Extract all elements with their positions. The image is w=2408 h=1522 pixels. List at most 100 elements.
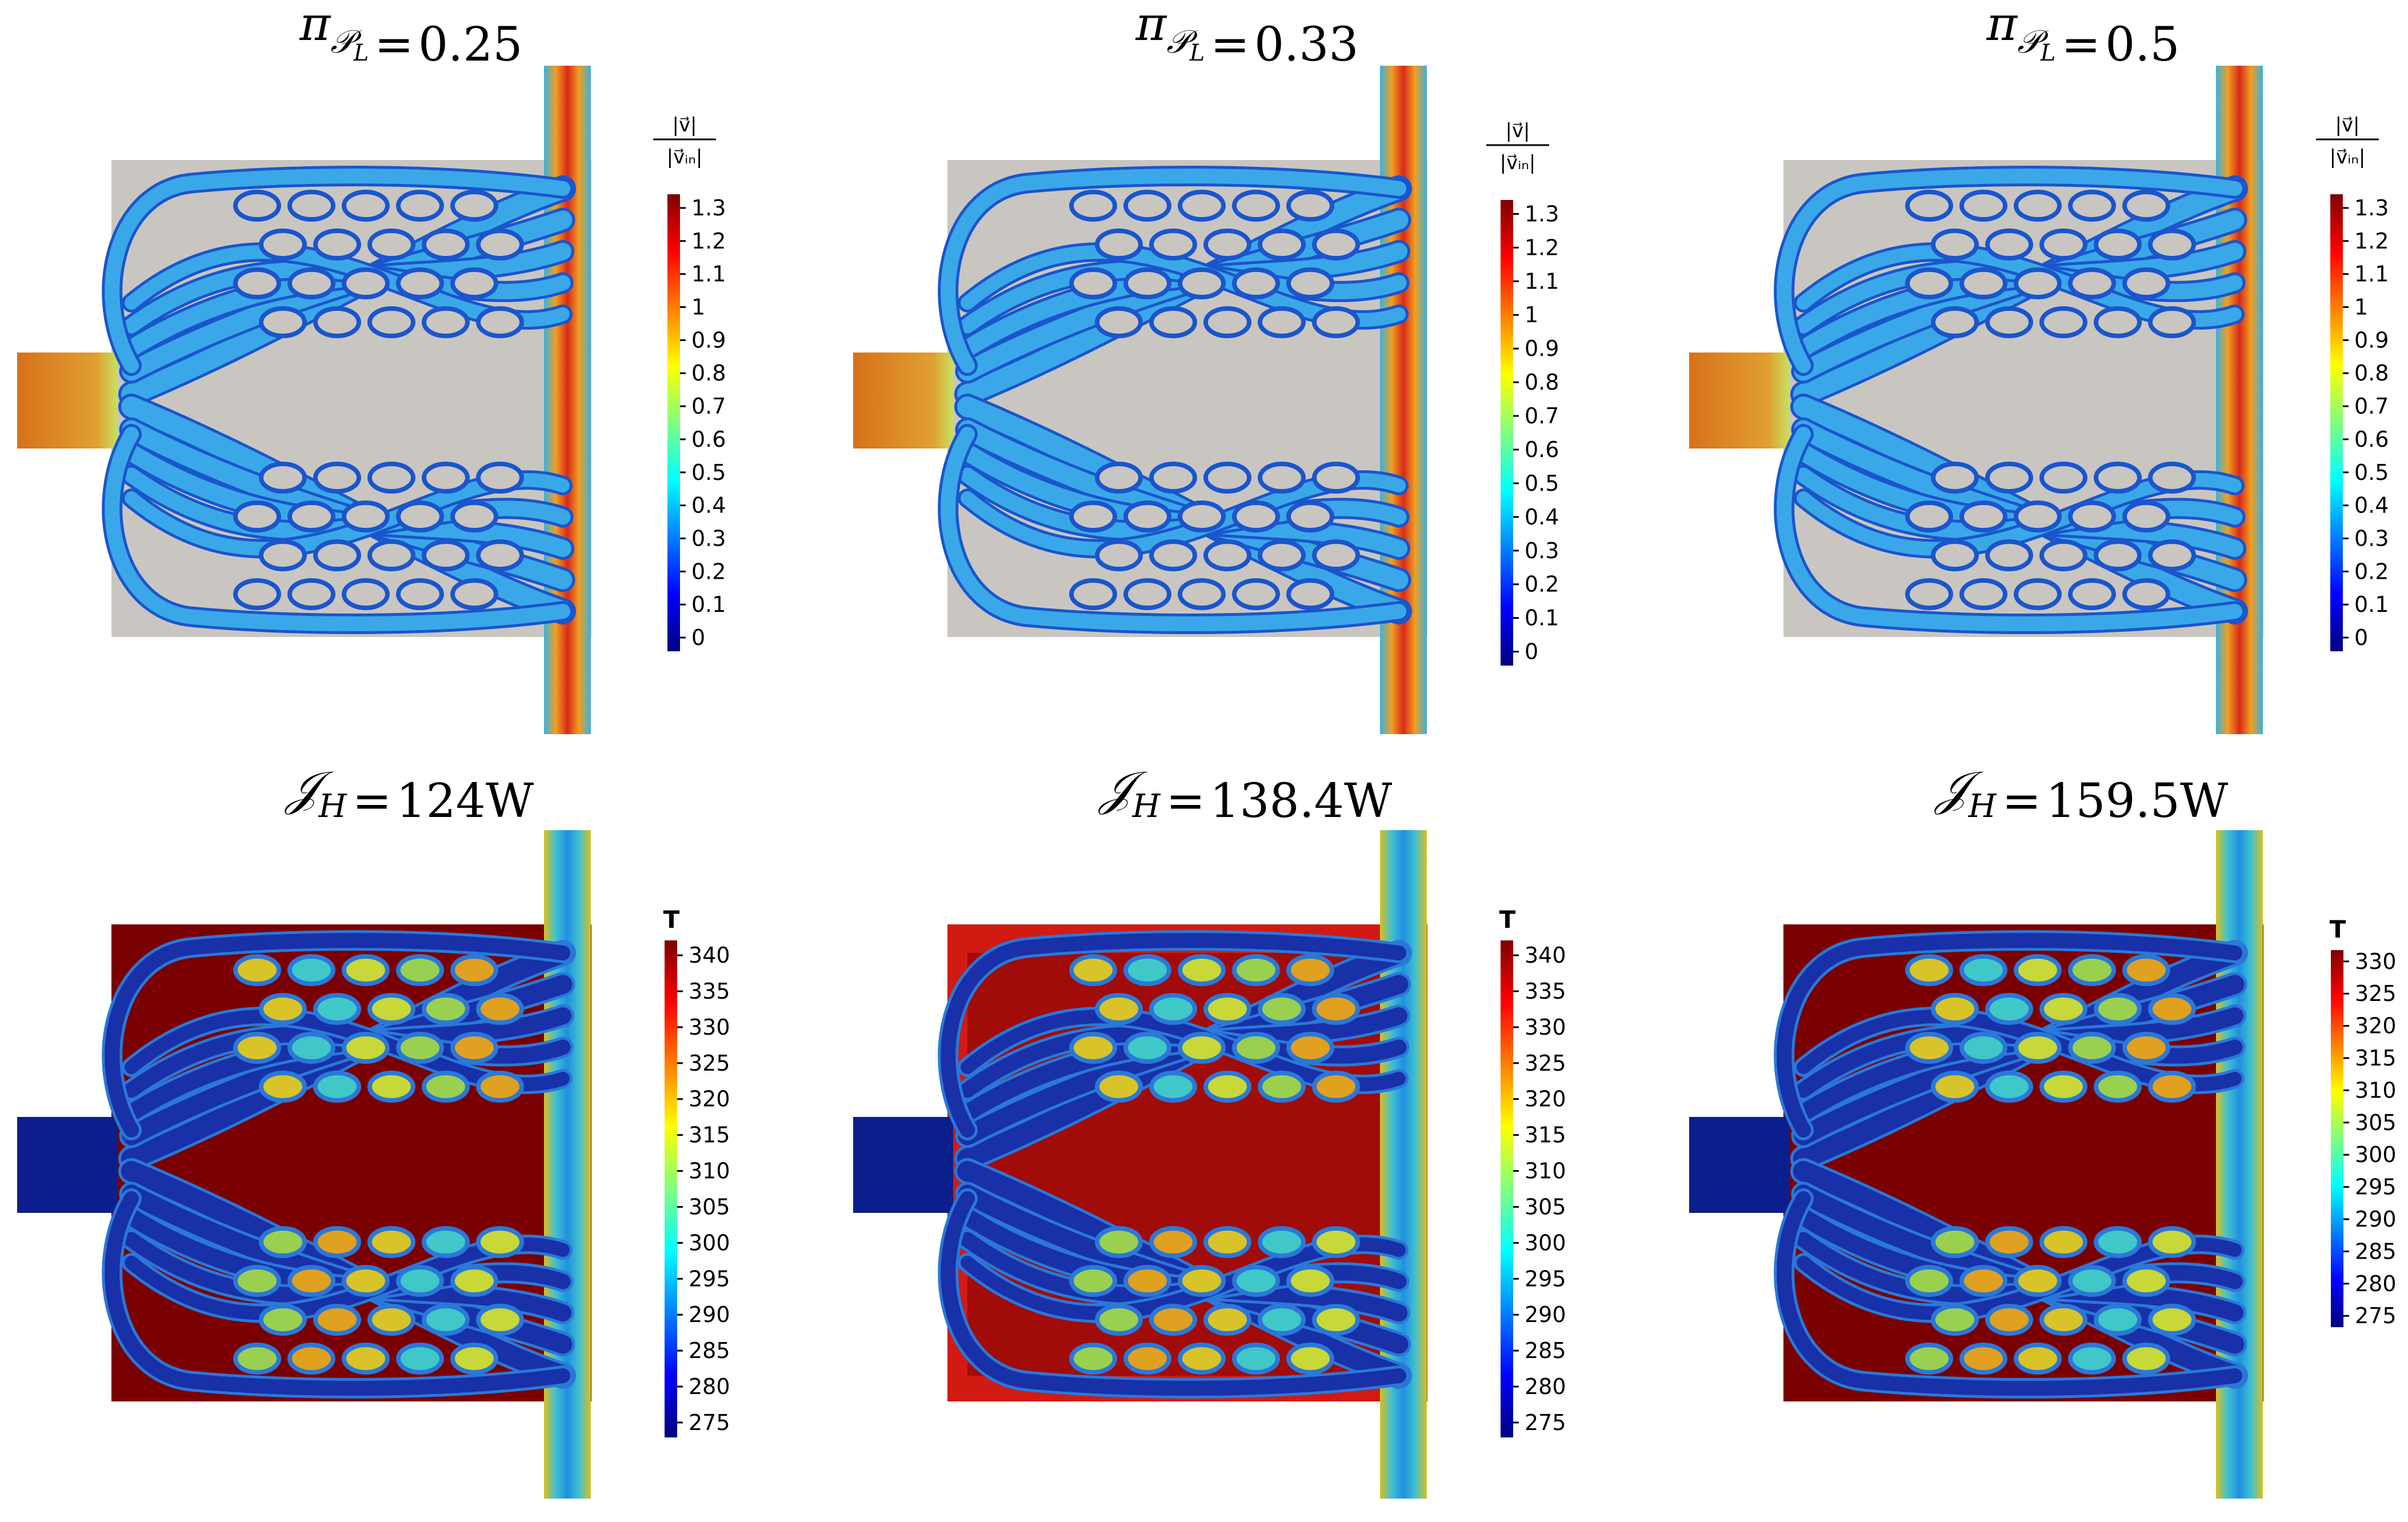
cell xyxy=(1286,578,1334,610)
cell xyxy=(1232,190,1280,222)
colorbar-tick-label: 275 xyxy=(689,1410,730,1435)
title-equals: = xyxy=(2002,774,2041,828)
colorbar-tick-label: 315 xyxy=(2355,1046,2397,1071)
panel-4: 𝒥H =124W T 340 335 330 325 320 315 310 305 300 295 29… xyxy=(17,762,730,1499)
cell xyxy=(2122,578,2170,610)
cell xyxy=(2122,1265,2170,1297)
colorbar-tick-label: 335 xyxy=(689,979,730,1004)
cell xyxy=(1232,954,1280,986)
colorbar-tick-label: 315 xyxy=(689,1123,730,1148)
cell xyxy=(1203,306,1251,338)
cell xyxy=(233,500,281,532)
colorbar-gradient xyxy=(2330,194,2343,651)
cell xyxy=(1312,306,1360,338)
title-value: 124W xyxy=(396,774,534,828)
cell xyxy=(1258,1226,1306,1258)
cell xyxy=(1286,954,1334,986)
cell xyxy=(1069,500,1117,532)
cell xyxy=(1312,1304,1360,1336)
cell xyxy=(259,1071,307,1103)
channel xyxy=(1777,1191,2242,1396)
cell xyxy=(2014,500,2062,532)
cell xyxy=(1232,1032,1280,1064)
cell xyxy=(1985,539,2033,571)
cell xyxy=(1931,1304,1979,1336)
colorbar-gradient xyxy=(1501,200,1513,666)
cell xyxy=(259,539,307,571)
cell xyxy=(1905,1032,1953,1064)
colorbar-tick-label: 0.6 xyxy=(691,427,726,452)
cell xyxy=(1905,267,1953,299)
colorbar-tick-label: 300 xyxy=(2355,1142,2397,1167)
cell xyxy=(2039,993,2087,1025)
cell xyxy=(450,1343,498,1375)
colorbar-tick-label: 1.2 xyxy=(1525,235,1559,260)
colorbar-tick-label: 0.8 xyxy=(1525,370,1559,395)
panel-2: π𝒫L =0.33 |v⃗| |v⃗ᵢₙ| 1.3 1.2 1.1 1 0.9 0.8 0.7 0.6… xyxy=(853,0,1559,734)
colorbar: |v⃗| |v⃗ᵢₙ| 1.3 1.2 1.1 1 0.9 0.8 0.7 0.6 0.5 0.4 0.… xyxy=(653,114,726,651)
colorbar-gradient xyxy=(1501,940,1513,1437)
cell xyxy=(1931,539,1979,571)
colorbar-label-numerator: |v⃗| xyxy=(672,114,697,137)
colorbar-tick-label: 0.7 xyxy=(1525,403,1559,428)
title-subscript: H xyxy=(1132,788,1161,825)
colorbar-tick-label: 305 xyxy=(2355,1110,2397,1135)
colorbar-tick-label: 310 xyxy=(1525,1159,1566,1184)
cell xyxy=(2068,267,2116,299)
cell xyxy=(2014,1032,2062,1064)
cell xyxy=(1931,462,1979,494)
cell xyxy=(233,1343,281,1375)
cell xyxy=(2068,1265,2116,1297)
title-equals: = xyxy=(1210,18,1250,72)
panel-title: 𝒥H =124W xyxy=(284,762,534,828)
channel-cells xyxy=(1069,954,1360,1375)
cell xyxy=(396,1265,444,1297)
cell xyxy=(2039,1226,2087,1258)
cell xyxy=(233,1032,281,1064)
colorbar-label-denominator: |v⃗ᵢₙ| xyxy=(667,146,703,169)
cell xyxy=(1959,954,2007,986)
cell xyxy=(1985,993,2033,1025)
cell xyxy=(1959,500,2007,532)
cell xyxy=(1069,578,1117,610)
outlet-channel xyxy=(544,830,591,1499)
outlet-channel xyxy=(1380,830,1427,1499)
cell xyxy=(422,539,470,571)
outlet-channel xyxy=(544,66,591,734)
cell xyxy=(2039,1071,2087,1103)
cell xyxy=(1286,190,1334,222)
cell xyxy=(367,462,415,494)
cell xyxy=(2039,1304,2087,1336)
colorbar-tick-label: 0.4 xyxy=(1525,504,1559,530)
colorbar-tick-label: 0.2 xyxy=(691,559,726,584)
colorbar-tick-label: 280 xyxy=(2355,1271,2397,1296)
cell xyxy=(2094,1226,2142,1258)
cell xyxy=(2094,1071,2142,1103)
outlet-channel xyxy=(1380,66,1427,734)
cell xyxy=(1178,1343,1226,1375)
cell xyxy=(1203,1304,1251,1336)
cell xyxy=(1095,462,1143,494)
colorbar: T 340 335 330 325 320 315 310 305 300 295 290 285 280… xyxy=(663,906,730,1437)
cell xyxy=(287,1343,335,1375)
cell xyxy=(396,190,444,222)
colorbar-tick-label: 325 xyxy=(1525,1051,1566,1076)
cell xyxy=(1123,1032,1171,1064)
colorbar-tick-label: 0.2 xyxy=(1525,572,1559,597)
colorbar-tick-label: 0.6 xyxy=(1525,437,1559,462)
colorbar-tick-label: 1.1 xyxy=(1525,269,1559,294)
colorbar-tick-label: 280 xyxy=(689,1374,730,1399)
colorbar-tick-label: 300 xyxy=(1525,1230,1566,1255)
cell xyxy=(1178,1032,1226,1064)
cell xyxy=(1149,306,1197,338)
cell xyxy=(396,267,444,299)
cell xyxy=(1985,462,2033,494)
cell xyxy=(1123,1343,1171,1375)
cell xyxy=(313,993,361,1025)
cell xyxy=(2094,539,2142,571)
colorbar: T 340 335 330 325 320 315 310 305 300 295 290 285 280… xyxy=(1499,906,1566,1437)
cell xyxy=(1258,306,1306,338)
cell xyxy=(1123,500,1171,532)
cell xyxy=(313,1304,361,1336)
cell xyxy=(1123,1265,1171,1297)
